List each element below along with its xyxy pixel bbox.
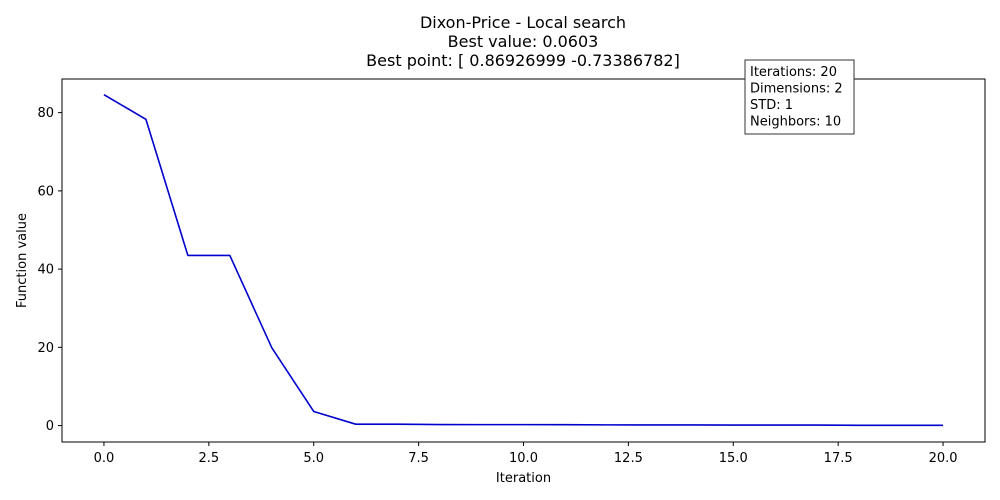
x-tick-label: 10.0 — [509, 451, 538, 466]
y-axis-ticks: 0 20 40 60 80 — [37, 106, 62, 434]
x-tick-label: 5.0 — [303, 451, 324, 466]
y-tick-label: 60 — [37, 184, 54, 199]
info-box-frame — [744, 59, 855, 135]
info-box-line: STD: 1 — [750, 98, 793, 113]
y-axis-label: Function value — [15, 213, 30, 308]
y-tick-label: 0 — [46, 419, 54, 434]
chart-title-line: Best value: 0.0603 — [448, 32, 599, 51]
x-tick-label: 0.0 — [94, 451, 115, 466]
y-tick-label: 20 — [37, 341, 54, 356]
x-axis-ticks: 0.0 2.5 5.0 7.5 10.0 12.5 15.0 17.5 20.0 — [94, 442, 958, 466]
x-tick-label: 2.5 — [198, 451, 219, 466]
x-tick-label: 20.0 — [929, 451, 958, 466]
series-group — [103, 93, 944, 427]
chart-title-line: Dixon-Price - Local search — [420, 13, 626, 32]
chart-title-line: Best point: [ 0.86926999 -0.73386782] — [366, 51, 680, 70]
x-tick-label: 7.5 — [408, 451, 429, 466]
info-box-line: Neighbors: 10 — [750, 115, 841, 130]
series-line — [103, 93, 944, 427]
info-box-line: Dimensions: 2 — [750, 82, 843, 97]
x-tick-label: 15.0 — [719, 451, 748, 466]
x-tick-label: 17.5 — [824, 451, 853, 466]
info-box-line: Iterations: 20 — [750, 65, 837, 80]
x-axis-label: Iteration — [496, 471, 551, 486]
x-tick-label: 12.5 — [614, 451, 643, 466]
y-tick-label: 40 — [37, 263, 54, 278]
y-tick-label: 80 — [37, 106, 54, 121]
